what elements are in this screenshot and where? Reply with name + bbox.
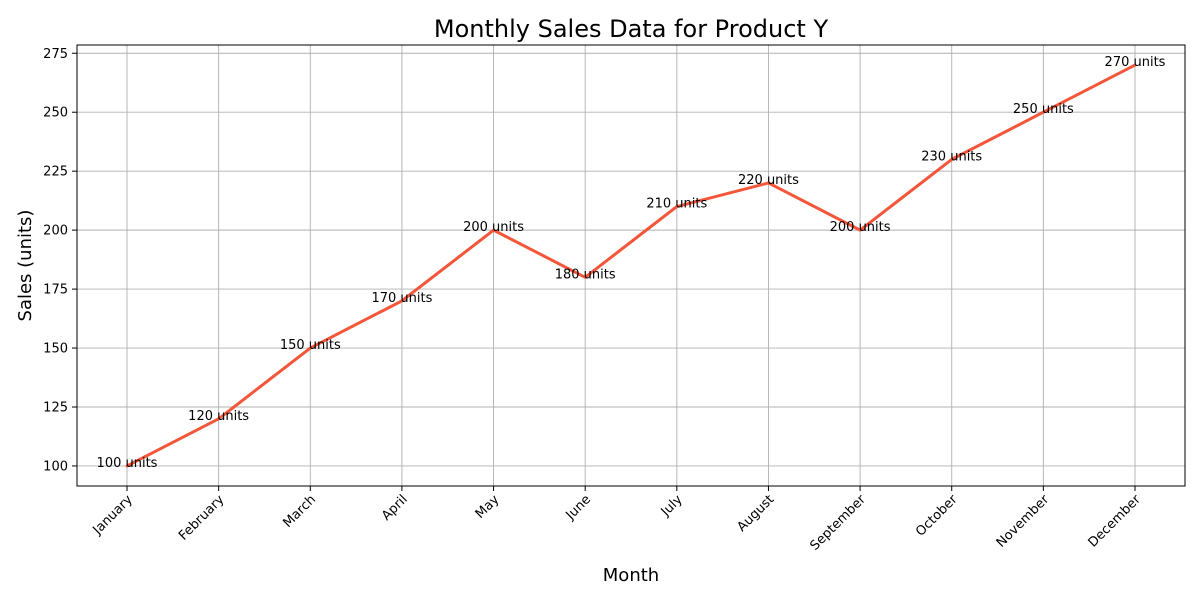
y-tick-label: 100 <box>43 459 68 474</box>
data-label: 200 units <box>463 220 524 235</box>
x-axis-label: Month <box>603 565 659 586</box>
x-tick-label: December <box>1086 492 1145 551</box>
x-tick-label: August <box>735 492 778 535</box>
y-tick-label: 200 <box>43 224 68 239</box>
y-tick-label: 150 <box>43 342 68 357</box>
grid <box>77 45 1185 486</box>
data-label: 270 units <box>1105 55 1166 70</box>
y-axis-label: Sales (units) <box>15 210 36 322</box>
data-label: 170 units <box>371 291 432 306</box>
y-tick-label: 125 <box>43 400 68 415</box>
data-label: 210 units <box>646 197 707 212</box>
y-tick-label: 250 <box>43 106 68 121</box>
x-axis-ticks: January February March April May June July Augu… <box>90 486 1145 554</box>
y-tick-label: 175 <box>43 283 68 298</box>
data-label: 200 units <box>830 220 891 235</box>
data-label: 250 units <box>1013 102 1074 117</box>
data-label: 120 units <box>188 409 249 424</box>
x-tick-label: July <box>658 492 686 520</box>
x-tick-label: September <box>808 492 870 554</box>
data-label: 150 units <box>280 338 341 353</box>
x-tick-label: October <box>913 492 961 540</box>
series-line <box>125 63 1137 468</box>
y-axis-ticks: 100 125 150 175 200 225 250 275 <box>43 47 77 474</box>
y-tick-label: 275 <box>43 47 68 62</box>
x-tick-label: March <box>280 492 319 531</box>
chart-title: Monthly Sales Data for Product Y <box>434 15 829 43</box>
y-tick-label: 225 <box>43 165 68 180</box>
data-label: 100 units <box>97 456 158 471</box>
x-tick-label: November <box>994 492 1053 551</box>
plot-frame <box>76 44 1186 487</box>
x-tick-label: April <box>379 492 411 524</box>
data-label: 220 units <box>738 173 799 188</box>
data-label: 180 units <box>555 267 616 282</box>
data-label: 230 units <box>921 149 982 164</box>
x-tick-label: May <box>473 492 503 522</box>
series-lines <box>125 63 1137 468</box>
x-tick-label: June <box>563 492 594 523</box>
data-labels: 100 units 120 units 150 units 170 units 200 … <box>97 55 1166 471</box>
x-tick-label: January <box>90 492 136 538</box>
x-tick-label: February <box>176 492 228 544</box>
